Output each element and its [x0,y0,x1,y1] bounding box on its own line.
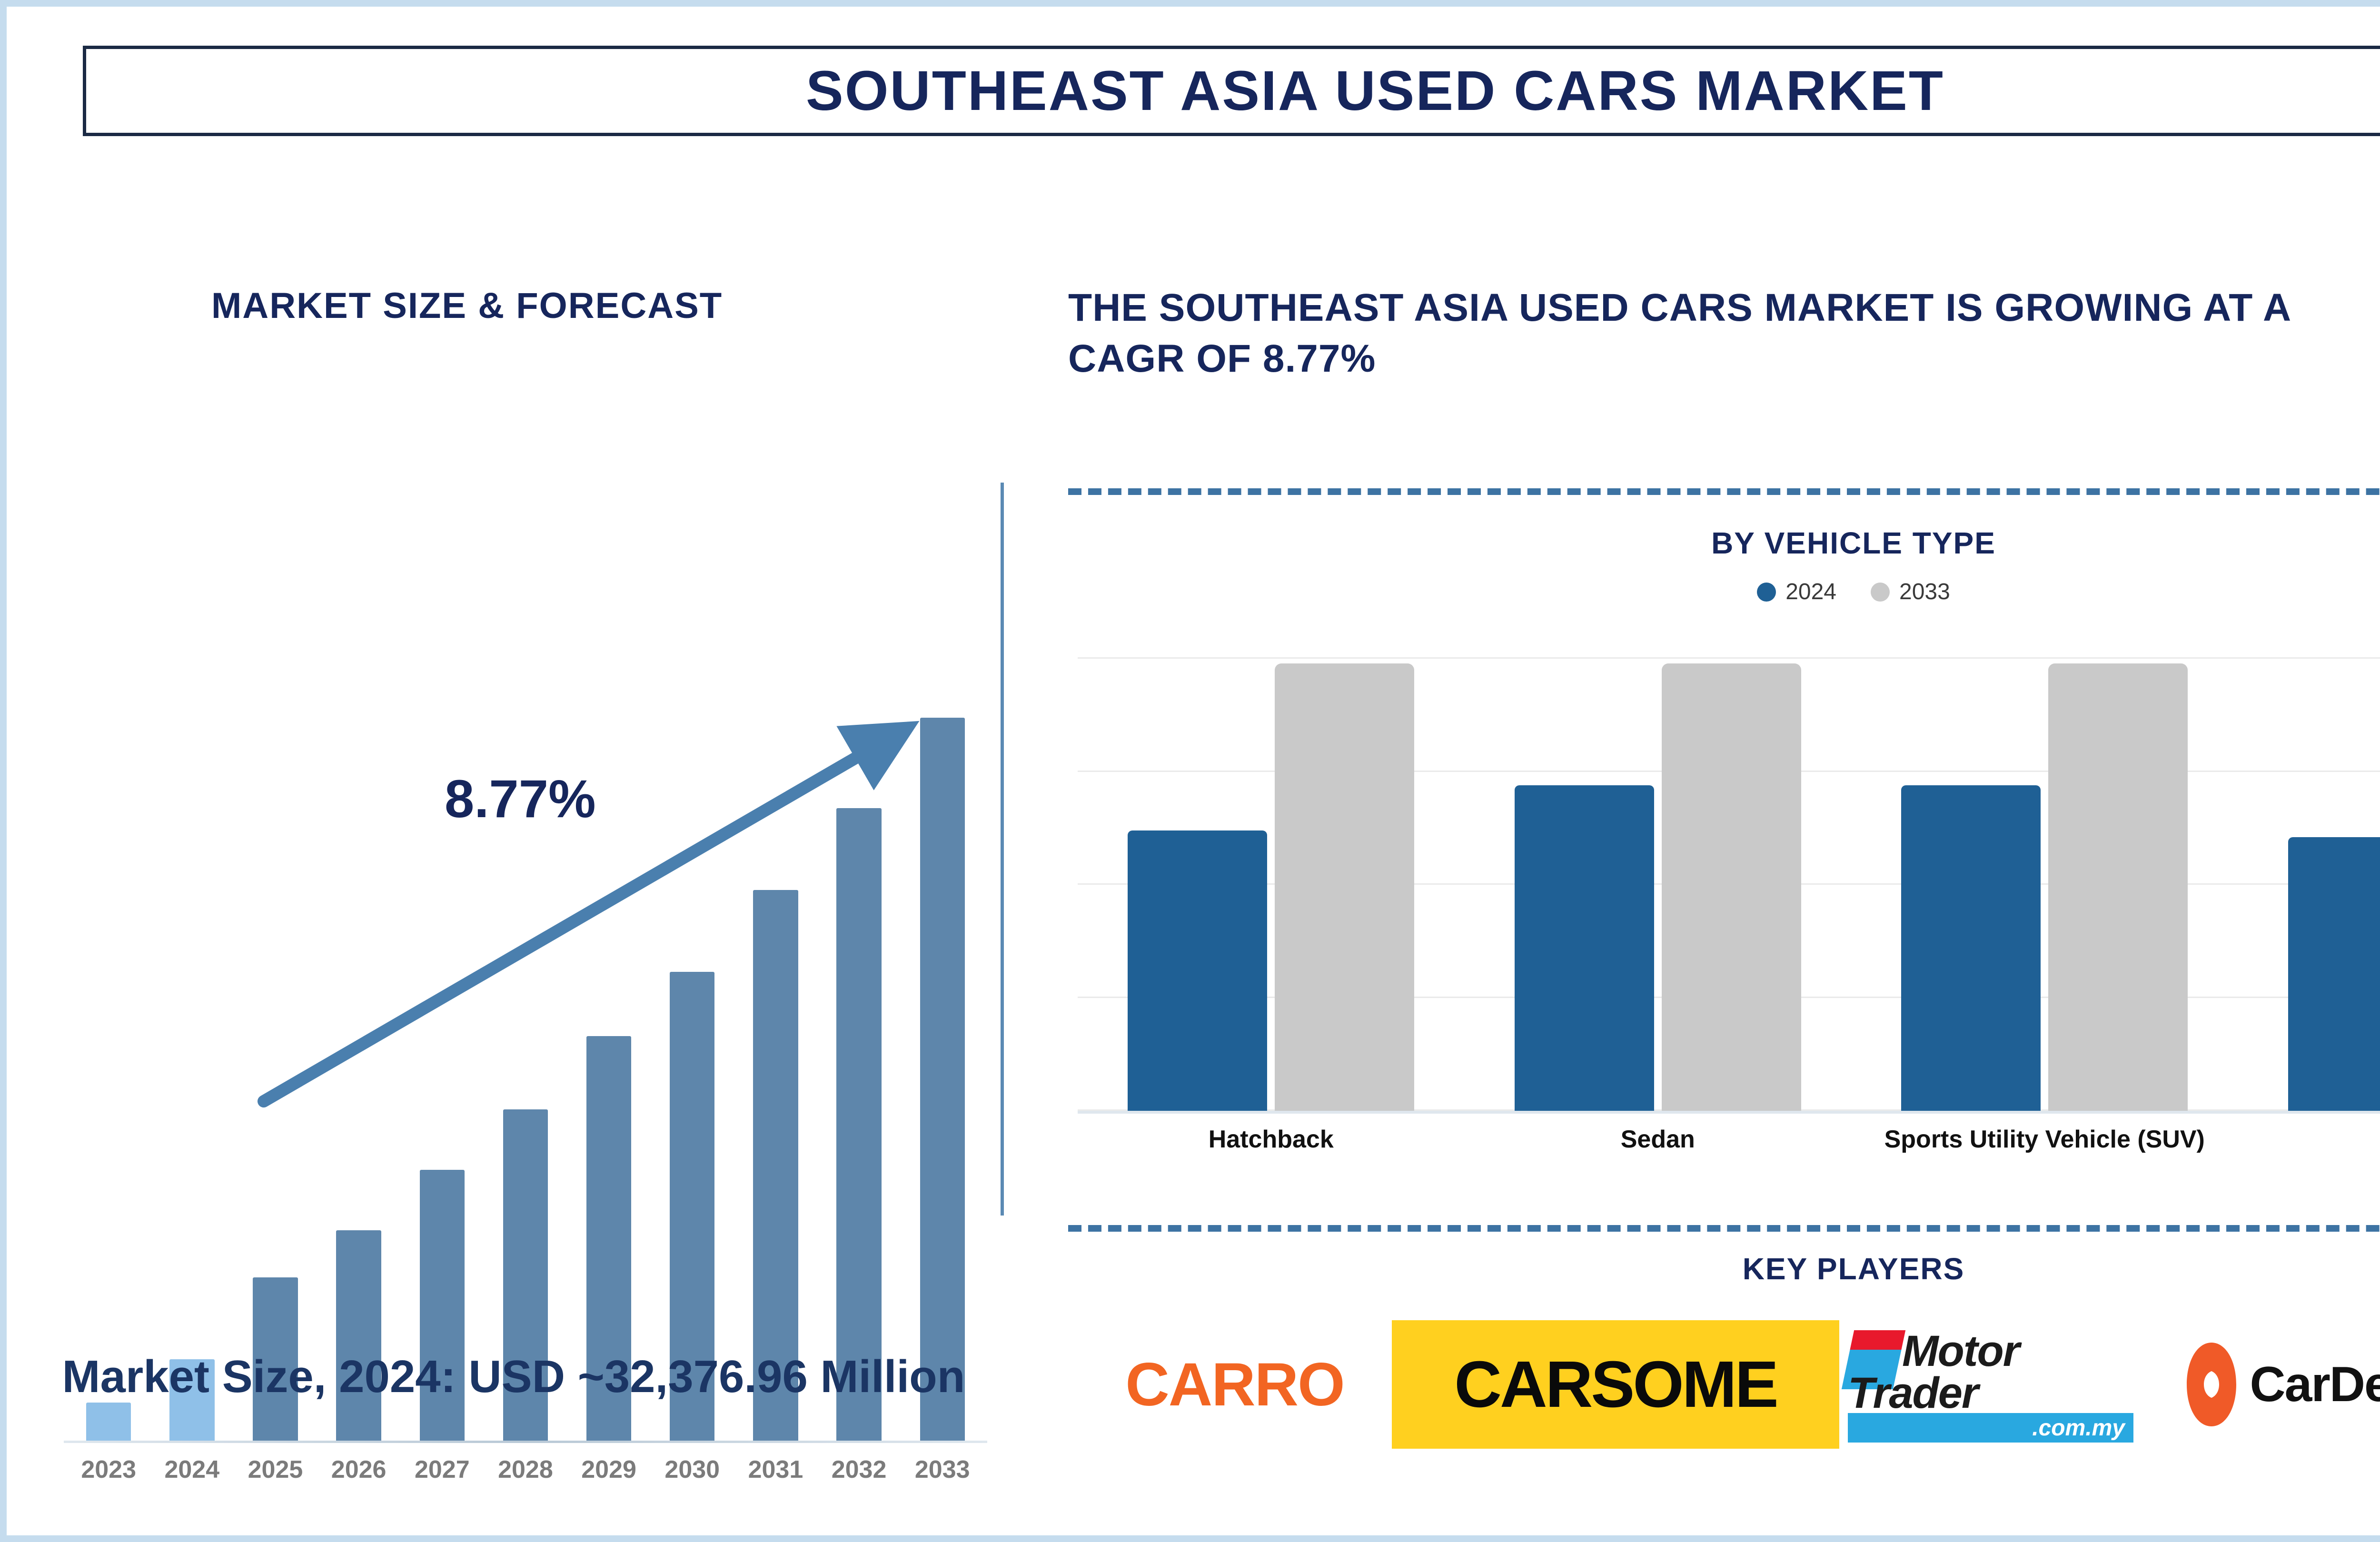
page-title: SOUTHEAST ASIA USED CARS MARKET [806,59,1944,122]
panel-divider [1001,483,1004,1216]
vehicle-type-baseline [1078,1111,2380,1114]
logo-motor-trader-domain: .com.my [2032,1415,2125,1441]
cagr-headline: THE SOUTHEAST ASIA USED CARS MARKET IS G… [1068,286,2291,380]
market-size-bar-2030 [656,580,728,1441]
logo-cardekho-name: CarDekho [2250,1356,2380,1412]
key-players-logos: CARRO CARSOME Motor Trader .com.my [1068,1313,2380,1456]
x-tick-label: 2033 [914,1456,970,1483]
growth-chart-icon [2372,216,2380,464]
x-tick-label: 2028 [498,1456,553,1483]
market-size-forecast-panel: MARKET SIZE & FORECAST 8.77% 2023 2024 202… [35,264,992,1511]
bar [253,1277,298,1441]
market-size-bar-2027 [406,580,478,1441]
logo-carro-text: CARRO [1125,1350,1345,1419]
legend-item-2033[interactable]: 2033 [1871,579,1950,605]
market-size-bar-2032 [823,580,895,1441]
legend-swatch-icon [1871,582,1890,602]
market-size-bar-2028 [489,580,562,1441]
logo-carsome: CARSOME [1392,1320,1839,1449]
market-size-bar-2023 [72,580,145,1441]
bar [503,1109,548,1441]
vehicle-type-bar-chart [1078,657,2380,1111]
category-label: Sports Utility Vehicle (SUV) [1884,1126,2205,1153]
bar-group-sedan [1488,659,1828,1111]
market-size-forecast-heading: MARKET SIZE & FORECAST [211,286,723,326]
market-size-bar-2029 [573,580,645,1441]
bar [753,890,798,1441]
x-tick-label: 2026 [331,1456,387,1483]
bar-2024 [2288,837,2380,1111]
market-size-axis-line [64,1441,987,1443]
legend-item-2024[interactable]: 2024 [1757,579,1836,605]
bar [336,1230,381,1441]
market-size-bar-2033 [906,580,979,1441]
legend-swatch-icon [1757,582,1776,602]
divider-dashed-top [1068,488,2380,495]
bar-2024 [1901,785,2041,1111]
segment-panel: THE SOUTHEAST ASIA USED CARS MARKET IS G… [1068,259,2380,1515]
market-size-bar-2025 [239,580,311,1441]
logo-motor-trader: Motor Trader .com.my [1839,1323,2144,1446]
logo-motor-trader-word1: Motor [1902,1327,2020,1375]
x-tick-label: 2024 [164,1456,220,1483]
bar [86,1402,131,1441]
x-tick-label: 2030 [664,1456,720,1483]
category-label: Others [2261,1125,2380,1154]
vehicle-type-bar-groups [1078,659,2380,1111]
bar-2033 [2048,663,2188,1111]
legend-label: 2024 [1785,579,1836,604]
bar-group-others [2261,659,2380,1111]
vehicle-type-category-labels: Hatchback Sedan Sports Utility Vehicle (SU… [1078,1125,2380,1154]
bar-2024 [1128,830,1268,1111]
market-size-x-labels: 2023 2024 2025 2026 2027 2028 2029 2030 2031 2032… [64,1455,987,1484]
x-tick-label: 2023 [81,1456,136,1483]
logo-cardekho: CarDekho SEA [2144,1342,2380,1427]
bar-group-hatchback [1101,659,1441,1111]
x-tick-label: 2031 [748,1456,803,1483]
market-size-value-note: Market Size, 2024: USD ~32,376.96 Millio… [62,1351,965,1402]
logo-carsome-text: CARSOME [1454,1347,1778,1421]
by-vehicle-type-heading: BY VEHICLE TYPE [1711,526,1996,560]
title-box: SOUTHEAST ASIA USED CARS MARKET [83,46,2380,136]
bar [836,808,882,1441]
cardekho-mark-icon [2187,1343,2237,1426]
x-tick-label: 2032 [831,1456,887,1483]
bar [920,717,965,1441]
category-label: Hatchback [1208,1126,1334,1153]
bar [419,1169,465,1441]
bar [670,971,715,1441]
bar-2033 [1661,663,1801,1111]
bar [586,1036,632,1441]
market-size-bar-chart: 2023 2024 2025 2026 2027 2028 2029 2030 2031 2032… [64,568,987,1487]
chart-legend: 2024 2033 [1068,579,2380,605]
x-tick-label: 2027 [414,1456,470,1483]
bar-2033 [1275,663,1415,1111]
market-size-bar-2031 [739,580,812,1441]
market-size-bar-2026 [322,580,395,1441]
market-size-bars [64,580,987,1441]
x-tick-label: 2025 [248,1456,303,1483]
category-label: Sedan [1620,1126,1695,1153]
logo-motor-trader-word2: Trader [1848,1369,1979,1417]
key-players-heading: KEY PLAYERS [1742,1252,1965,1286]
market-size-bar-2024 [156,580,228,1441]
logo-carro: CARRO [1078,1350,1392,1420]
bar-group-sports-utility-vehicle-suv [1874,659,2215,1111]
bar-2024 [1514,785,1654,1111]
logo-motor-trader-domain-bar: .com.my [1848,1413,2133,1443]
bar [169,1359,215,1441]
x-tick-label: 2029 [581,1456,636,1483]
divider-dashed-bottom [1068,1225,2380,1232]
gridline [1078,657,2380,659]
legend-label: 2033 [1899,579,1950,604]
